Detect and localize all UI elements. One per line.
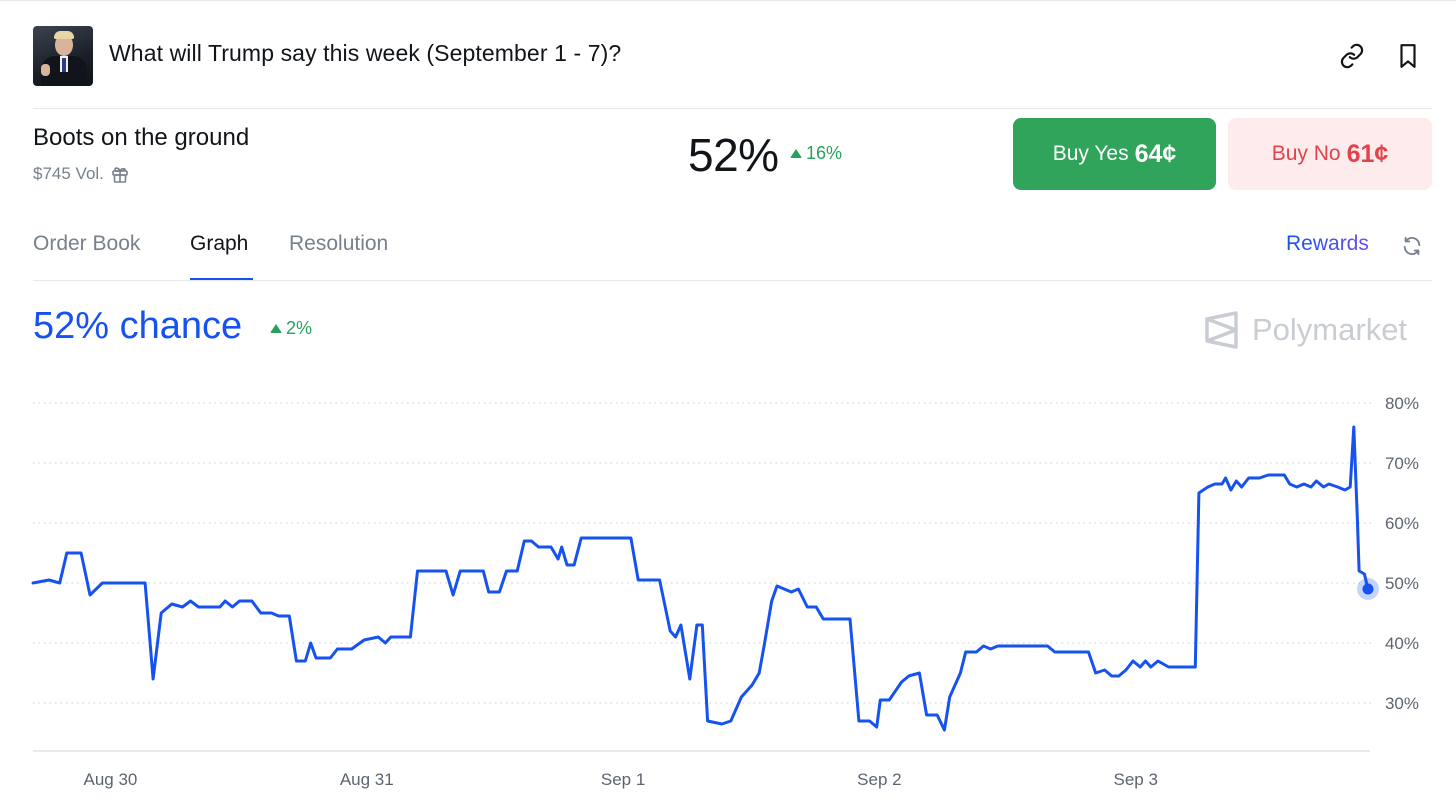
market-title: What will Trump say this week (September…: [109, 40, 622, 66]
polymarket-watermark: Polymarket: [1204, 311, 1407, 349]
polymarket-logo-icon: [1205, 311, 1238, 349]
buy-yes-price: 64¢: [1134, 139, 1177, 168]
y-tick-label: 60%: [1385, 514, 1419, 533]
buy-no-button[interactable]: Buy No 61¢: [1228, 118, 1432, 190]
x-tick-label: Aug 30: [83, 770, 137, 789]
probability-line: [31, 425, 1370, 732]
x-tick-label: Sep 3: [1114, 770, 1158, 789]
probability-change: 16%: [790, 143, 842, 164]
link-icon[interactable]: [1336, 40, 1368, 72]
up-triangle-icon: [270, 324, 282, 333]
y-tick-label: 30%: [1385, 694, 1419, 713]
market-thumbnail: [33, 26, 93, 86]
rewards-link[interactable]: Rewards: [1286, 232, 1369, 255]
volume-text: $745 Vol.: [33, 164, 104, 183]
refresh-icon[interactable]: [1396, 230, 1428, 262]
price-chart[interactable]: 30% 40% 50% 60% 70% 80% Aug 30 Aug 31 Sep 1 Sep …: [0, 380, 1456, 808]
buy-no-label: Buy No: [1271, 142, 1341, 165]
y-tick-label: 80%: [1385, 394, 1419, 413]
bookmark-icon[interactable]: [1392, 40, 1424, 72]
probability-change-value: 16%: [806, 143, 843, 163]
tabs-divider: [33, 280, 1432, 281]
watermark-text: Polymarket: [1252, 312, 1408, 347]
y-tick-label: 40%: [1385, 634, 1419, 653]
grid-lines: [33, 402, 1372, 704]
y-tick-label: 70%: [1385, 454, 1419, 473]
tab-order-book[interactable]: Order Book: [33, 232, 141, 255]
chance-change-value: 2%: [286, 318, 313, 338]
current-point-marker: [1362, 583, 1374, 595]
gift-icon[interactable]: [110, 164, 130, 184]
buy-yes-button[interactable]: Buy Yes 64¢: [1013, 118, 1216, 190]
x-tick-label: Aug 31: [340, 770, 394, 789]
buy-no-price: 61¢: [1346, 139, 1389, 168]
tab-resolution[interactable]: Resolution: [289, 232, 389, 255]
up-triangle-icon: [790, 149, 802, 158]
chart-markers: [1357, 578, 1379, 600]
y-tick-label: 50%: [1385, 574, 1419, 593]
volume: $745 Vol.: [33, 164, 130, 184]
chance-change: 2%: [270, 318, 312, 339]
top-border: [0, 0, 1456, 1]
header-divider: [33, 108, 1432, 109]
buy-yes-label: Buy Yes: [1052, 142, 1129, 165]
outcome-probability: 52%: [688, 129, 779, 181]
x-tick-label: Sep 1: [601, 770, 645, 789]
outcome-name: Boots on the ground: [33, 124, 250, 151]
chance-label: 52% chance: [33, 305, 243, 347]
y-axis-labels: 30% 40% 50% 60% 70% 80%: [1385, 394, 1419, 713]
x-tick-label: Sep 2: [857, 770, 901, 789]
tab-graph[interactable]: Graph: [190, 232, 249, 255]
active-tab-indicator: [190, 278, 253, 281]
x-axis-labels: Aug 30 Aug 31 Sep 1 Sep 2 Sep 3: [83, 770, 1157, 789]
